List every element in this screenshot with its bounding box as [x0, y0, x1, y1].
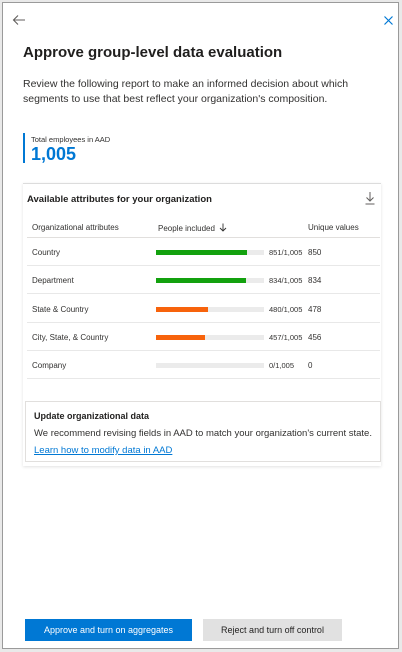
metric-value: 1,005 [31, 144, 77, 164]
unique-values-count: 478 [308, 304, 322, 314]
column-header-people[interactable]: People included [158, 223, 227, 233]
notice-body: We recommend revising fields in AAD to m… [34, 428, 372, 439]
unique-values-count: 850 [308, 248, 322, 257]
people-included-bar-fill [156, 250, 248, 255]
table-row: Country 851/1,005 850 [27, 238, 380, 266]
column-header-unique: Unique values [308, 223, 359, 232]
people-included-bar-fill [156, 278, 246, 284]
arrow-left-icon[interactable] [10, 11, 28, 29]
people-included-count: 0/1,005 [269, 361, 295, 371]
attribute-name: State & Country [32, 304, 89, 314]
unique-values-count: 834 [308, 276, 322, 286]
people-included-count: 480/1,005 [269, 304, 303, 314]
attribute-name: City, State, & Country [32, 332, 109, 342]
people-included-count: 457/1,005 [269, 332, 303, 342]
people-included-bar-fill [156, 306, 208, 312]
table-row: Company 0/1,005 0 [27, 351, 380, 380]
page-title: Approve group-level data evaluation [23, 44, 283, 61]
people-included-count: 851/1,005 [269, 248, 303, 257]
approve-button[interactable]: Approve and turn on aggregates [25, 619, 192, 641]
page-description: Review the following report to make an i… [23, 78, 349, 105]
attribute-name: Country [32, 248, 61, 257]
people-included-bar [156, 306, 264, 312]
column-header-people-label: People included [158, 224, 215, 233]
unique-values-count: 456 [308, 332, 322, 342]
evaluation-panel: Approve group-level data evaluation Revi… [2, 2, 399, 649]
column-header-attributes: Organizational attributes [32, 223, 119, 232]
arrow-down-icon [217, 223, 227, 233]
unique-values-count: 0 [308, 361, 313, 371]
download-icon[interactable] [364, 191, 376, 205]
attribute-name: Department [32, 276, 74, 286]
people-included-bar [156, 363, 264, 369]
people-included-count: 834/1,005 [269, 276, 303, 286]
close-icon[interactable] [380, 12, 398, 30]
learn-more-link[interactable]: Learn how to modify data in AAD [34, 445, 173, 456]
table-row: Department 834/1,005 834 [27, 266, 380, 295]
table-row: City, State, & Country 457/1,005 456 [27, 323, 380, 351]
people-included-bar [156, 334, 264, 340]
table-row: State & Country 480/1,005 478 [27, 295, 380, 323]
people-included-bar [156, 250, 264, 255]
attribute-name: Company [32, 361, 67, 371]
people-included-bar [156, 278, 264, 284]
update-notice: Update organizational data We recommend … [25, 401, 381, 462]
metric-label: Total employees in AAD [31, 135, 111, 144]
reject-button[interactable]: Reject and turn off control [203, 619, 342, 641]
attributes-heading: Available attributes for your organizati… [27, 194, 212, 205]
people-included-bar-fill [156, 334, 206, 340]
table-header-divider [27, 237, 380, 238]
total-employees-metric: Total employees in AAD 1,005 [23, 133, 223, 164]
notice-title: Update organizational data [34, 411, 150, 421]
